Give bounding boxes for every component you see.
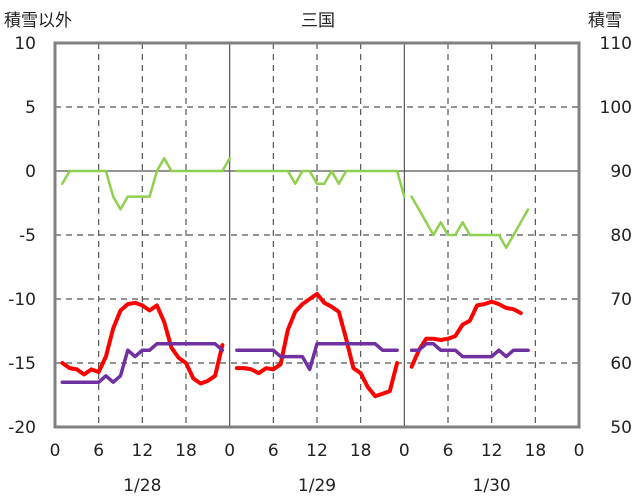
day-label: 1/29 [298, 476, 336, 496]
y-right-tick-label: 70 [610, 290, 632, 310]
y-right-tick-label: 60 [610, 354, 632, 374]
y-left-tick-label: -15 [8, 354, 36, 374]
series-line [409, 299, 523, 369]
y-left-tick-label: 10 [14, 34, 36, 54]
y-right-tick-label: 50 [610, 418, 632, 438]
y-left-tick-label: -20 [8, 418, 36, 438]
x-tick-label: 0 [574, 441, 585, 461]
series-line [235, 342, 399, 372]
y-right-tick-label: 90 [610, 162, 632, 182]
x-tick-label: 18 [350, 441, 372, 461]
x-tick-label: 6 [268, 441, 279, 461]
series-line [60, 342, 225, 384]
right-axis-label: 積雪 [588, 11, 622, 31]
chart-title: 三国 [301, 11, 335, 31]
x-tick-label: 18 [525, 441, 547, 461]
series-line [235, 169, 406, 198]
series-line [61, 156, 231, 211]
plot-frame [53, 41, 581, 429]
y-right-tick-label: 80 [610, 226, 632, 246]
x-tick-label: 6 [443, 441, 454, 461]
y-right-tick-label: 110 [600, 34, 632, 54]
day-label: 1/28 [123, 476, 161, 496]
x-tick-label: 6 [93, 441, 104, 461]
series-line [234, 291, 400, 399]
x-tick-label: 18 [175, 441, 197, 461]
x-tick-label: 12 [306, 441, 328, 461]
series-line [410, 195, 530, 250]
y-left-tick-label: -5 [19, 226, 36, 246]
left-axis-label: 積雪以外 [4, 11, 72, 31]
series-line [409, 342, 530, 359]
y-right-tick-label: 100 [600, 98, 632, 118]
x-tick-label: 0 [399, 441, 410, 461]
x-tick-label: 0 [224, 441, 235, 461]
x-tick-label: 0 [50, 441, 61, 461]
series-group [60, 156, 530, 399]
y-left-tick-label: -10 [8, 290, 36, 310]
x-tick-label: 12 [132, 441, 154, 461]
y-left-tick-label: 5 [25, 98, 36, 118]
day-label: 1/30 [473, 476, 511, 496]
grid [55, 43, 579, 427]
series-line [60, 300, 225, 386]
x-tick-label: 12 [481, 441, 503, 461]
y-left-tick-label: 0 [25, 162, 36, 182]
